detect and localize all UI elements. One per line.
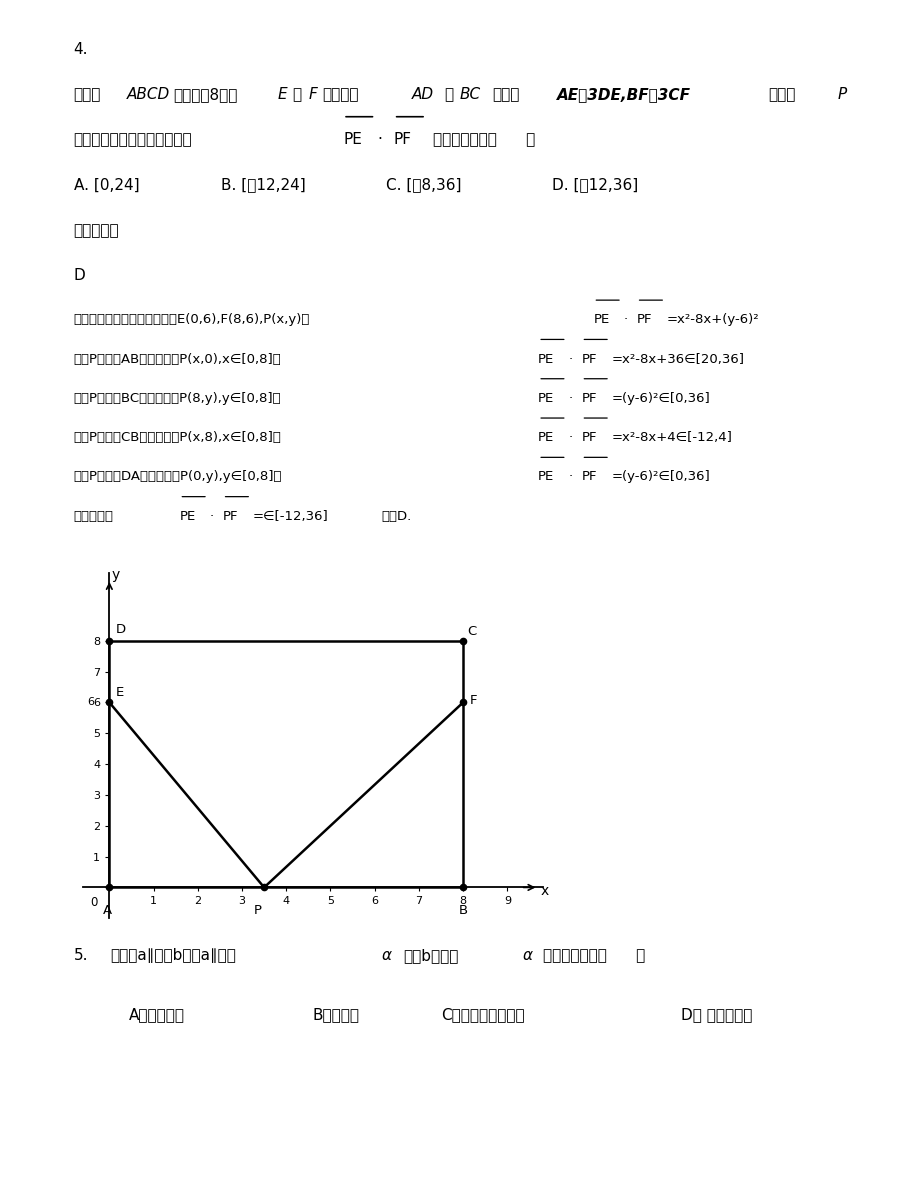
- Text: C. [－8,36]: C. [－8,36]: [386, 177, 461, 193]
- Text: A. [0,24]: A. [0,24]: [74, 177, 139, 193]
- Text: 当点P在线段CB上运动时，P(x,8),x∈[0,8]，: 当点P在线段CB上运动时，P(x,8),x∈[0,8]，: [74, 431, 281, 444]
- Text: ·: ·: [568, 353, 572, 366]
- Text: PE: PE: [593, 313, 609, 326]
- Text: A: A: [102, 904, 111, 917]
- Text: =(y-6)²∈[0,36]: =(y-6)²∈[0,36]: [611, 392, 709, 405]
- Text: 参考答案：: 参考答案：: [74, 223, 119, 238]
- Text: 当点P在线段BC上运动时，P(8,y),y∈[0,8]，: 当点P在线段BC上运动时，P(8,y),y∈[0,8]，: [74, 392, 281, 405]
- Text: 正方形: 正方形: [74, 87, 101, 102]
- Text: ·: ·: [568, 431, 572, 444]
- Text: B. [－12,24]: B. [－12,24]: [221, 177, 305, 193]
- Text: ·: ·: [568, 470, 572, 484]
- Text: α: α: [381, 948, 391, 964]
- Text: 的取值范围是（      ）: 的取值范围是（ ）: [433, 132, 535, 148]
- Text: α: α: [522, 948, 532, 964]
- Text: E: E: [116, 686, 124, 699]
- Text: PE: PE: [538, 431, 554, 444]
- Text: 。选D.: 。选D.: [381, 510, 412, 523]
- Text: C、平行或在平面内: C、平行或在平面内: [441, 1008, 525, 1023]
- Text: ，: ，: [292, 87, 301, 102]
- Text: 0: 0: [90, 897, 97, 910]
- Text: B、不平行: B、不平行: [312, 1008, 359, 1023]
- Text: ·: ·: [210, 510, 213, 523]
- Text: 分别在边: 分别在边: [322, 87, 358, 102]
- Text: y: y: [112, 568, 120, 582]
- Text: 的边长为8，点: 的边长为8，点: [173, 87, 237, 102]
- Text: PE: PE: [343, 132, 362, 148]
- Text: ，当点: ，当点: [767, 87, 795, 102]
- Text: x: x: [540, 884, 549, 898]
- Text: E: E: [278, 87, 287, 102]
- Text: BC: BC: [460, 87, 481, 102]
- Text: F: F: [308, 87, 317, 102]
- Text: ·: ·: [568, 392, 572, 405]
- Text: 综上所述，: 综上所述，: [74, 510, 113, 523]
- Text: ，则b与平面: ，则b与平面: [403, 948, 458, 964]
- Text: PE: PE: [179, 510, 196, 523]
- Text: PF: PF: [222, 510, 238, 523]
- Text: F: F: [470, 694, 477, 707]
- Text: PF: PF: [581, 470, 596, 484]
- Text: AE＝3DE,BF＝3CF: AE＝3DE,BF＝3CF: [556, 87, 690, 102]
- Text: =x²-8x+(y-6)²: =x²-8x+(y-6)²: [666, 313, 759, 326]
- Text: 的位置关系是（      ）: 的位置关系是（ ）: [542, 948, 644, 964]
- Text: PF: PF: [393, 132, 412, 148]
- Text: PF: PF: [581, 392, 596, 405]
- Text: =x²-8x+36∈[20,36]: =x²-8x+36∈[20,36]: [611, 353, 744, 366]
- Text: 4.: 4.: [74, 42, 88, 57]
- Text: PF: PF: [581, 353, 596, 366]
- Text: ·: ·: [377, 132, 381, 148]
- Text: B: B: [459, 904, 467, 917]
- Text: A、一定平行: A、一定平行: [129, 1008, 185, 1023]
- Text: 当点P在线段DA上运动时，P(0,y),y∈[0,8]，: 当点P在线段DA上运动时，P(0,y),y∈[0,8]，: [74, 470, 282, 484]
- Text: 6: 6: [86, 698, 94, 707]
- Text: D、 平行或相交: D、 平行或相交: [680, 1008, 752, 1023]
- Text: PE: PE: [538, 392, 554, 405]
- Text: =(y-6)²∈[0,36]: =(y-6)²∈[0,36]: [611, 470, 709, 484]
- Text: PE: PE: [538, 353, 554, 366]
- Text: D. [－12,36]: D. [－12,36]: [551, 177, 638, 193]
- Text: 在正方形的四条边上运动时，: 在正方形的四条边上运动时，: [74, 132, 192, 148]
- Text: ·: ·: [623, 313, 627, 326]
- Text: PE: PE: [538, 470, 554, 484]
- Text: PF: PF: [636, 313, 652, 326]
- Text: ，: ，: [444, 87, 453, 102]
- Text: =x²-8x+4∈[-12,4]: =x²-8x+4∈[-12,4]: [611, 431, 732, 444]
- Text: 上，且: 上，且: [492, 87, 519, 102]
- Text: D: D: [116, 623, 126, 636]
- Text: PF: PF: [581, 431, 596, 444]
- Text: P: P: [836, 87, 845, 102]
- Text: 若直线a∥直线b，且a∥平面: 若直线a∥直线b，且a∥平面: [110, 948, 236, 964]
- Text: D: D: [74, 268, 85, 283]
- Text: 如图建立平面直角坐标系，则E(0,6),F(8,6),P(x,y)，: 如图建立平面直角坐标系，则E(0,6),F(8,6),P(x,y)，: [74, 313, 310, 326]
- Text: 当点P在线段AB上运动时，P(x,0),x∈[0,8]，: 当点P在线段AB上运动时，P(x,0),x∈[0,8]，: [74, 353, 281, 366]
- Text: AD: AD: [412, 87, 434, 102]
- Text: ABCD: ABCD: [127, 87, 170, 102]
- Text: C: C: [467, 624, 476, 637]
- Text: P: P: [254, 904, 261, 917]
- Text: =∈[-12,36]: =∈[-12,36]: [253, 510, 328, 523]
- Text: 5.: 5.: [74, 948, 88, 964]
